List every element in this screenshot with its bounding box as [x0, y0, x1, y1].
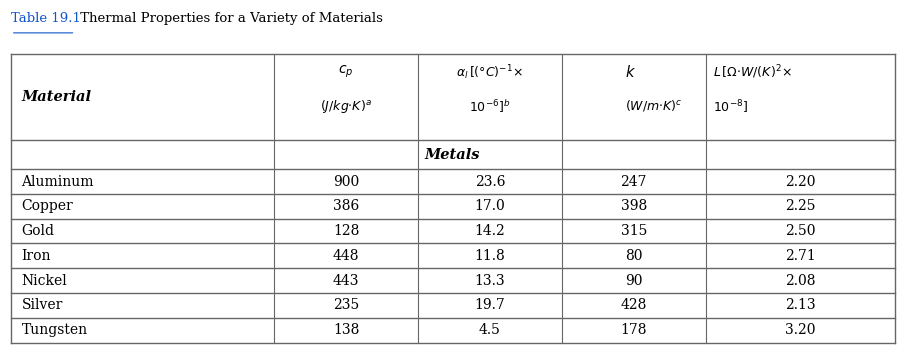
Text: 178: 178 — [620, 323, 647, 337]
Text: 2.71: 2.71 — [785, 249, 815, 263]
Text: 2.20: 2.20 — [785, 175, 815, 189]
Text: $(J/kg{\cdot}K)^a$: $(J/kg{\cdot}K)^a$ — [320, 98, 372, 116]
Text: Iron: Iron — [22, 249, 51, 263]
Text: 11.8: 11.8 — [475, 249, 505, 263]
Text: 13.3: 13.3 — [475, 274, 505, 288]
Text: Silver: Silver — [22, 298, 63, 312]
Text: 17.0: 17.0 — [475, 199, 505, 213]
Text: $(W/m{\cdot}K)^c$: $(W/m{\cdot}K)^c$ — [625, 98, 682, 113]
Text: Thermal Properties for a Variety of Materials: Thermal Properties for a Variety of Mate… — [76, 12, 382, 25]
Text: $k$: $k$ — [625, 64, 636, 80]
Text: 19.7: 19.7 — [475, 298, 505, 312]
Text: 2.50: 2.50 — [785, 224, 815, 238]
Text: Aluminum: Aluminum — [22, 175, 94, 189]
Text: 900: 900 — [333, 175, 360, 189]
Text: Tungsten: Tungsten — [22, 323, 88, 337]
Text: Gold: Gold — [22, 224, 55, 238]
Text: 428: 428 — [620, 298, 647, 312]
Text: 14.2: 14.2 — [475, 224, 505, 238]
Text: Material: Material — [22, 90, 92, 104]
Text: 2.13: 2.13 — [785, 298, 815, 312]
Text: 2.08: 2.08 — [785, 274, 815, 288]
Text: $10^{-8}]$: $10^{-8}]$ — [713, 98, 748, 116]
Text: Nickel: Nickel — [22, 274, 67, 288]
Text: 398: 398 — [620, 199, 647, 213]
Text: 80: 80 — [625, 249, 643, 263]
Text: Copper: Copper — [22, 199, 74, 213]
Text: 315: 315 — [620, 224, 647, 238]
Text: 138: 138 — [333, 323, 360, 337]
Text: 2.25: 2.25 — [785, 199, 815, 213]
Text: 3.20: 3.20 — [785, 323, 815, 337]
Text: Metals: Metals — [425, 148, 480, 162]
Text: $L\,[\Omega{\cdot}W/(K)^2\!\times$: $L\,[\Omega{\cdot}W/(K)^2\!\times$ — [713, 64, 792, 81]
Text: $10^{-6}]^b$: $10^{-6}]^b$ — [469, 98, 511, 115]
Text: 448: 448 — [333, 249, 360, 263]
Text: 386: 386 — [333, 199, 360, 213]
Text: 235: 235 — [333, 298, 360, 312]
Text: 128: 128 — [333, 224, 360, 238]
Text: 4.5: 4.5 — [479, 323, 501, 337]
Text: $\alpha_l\,[(\degree C)^{-1}\!\times$: $\alpha_l\,[(\degree C)^{-1}\!\times$ — [457, 64, 523, 82]
Text: 23.6: 23.6 — [475, 175, 505, 189]
Text: $c_p$: $c_p$ — [338, 64, 354, 80]
Text: 247: 247 — [620, 175, 647, 189]
Text: Table 19.1: Table 19.1 — [11, 12, 81, 25]
Text: 90: 90 — [625, 274, 643, 288]
Text: 443: 443 — [333, 274, 360, 288]
